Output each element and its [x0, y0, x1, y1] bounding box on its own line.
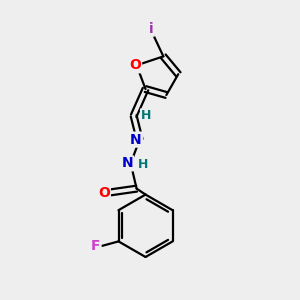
Text: H: H: [138, 158, 148, 171]
Text: O: O: [98, 186, 110, 200]
Text: N: N: [121, 156, 133, 170]
Text: O: O: [129, 58, 141, 72]
Text: F: F: [91, 239, 100, 253]
Text: i: i: [149, 22, 154, 36]
Text: N: N: [130, 133, 142, 147]
Text: H: H: [141, 109, 151, 122]
